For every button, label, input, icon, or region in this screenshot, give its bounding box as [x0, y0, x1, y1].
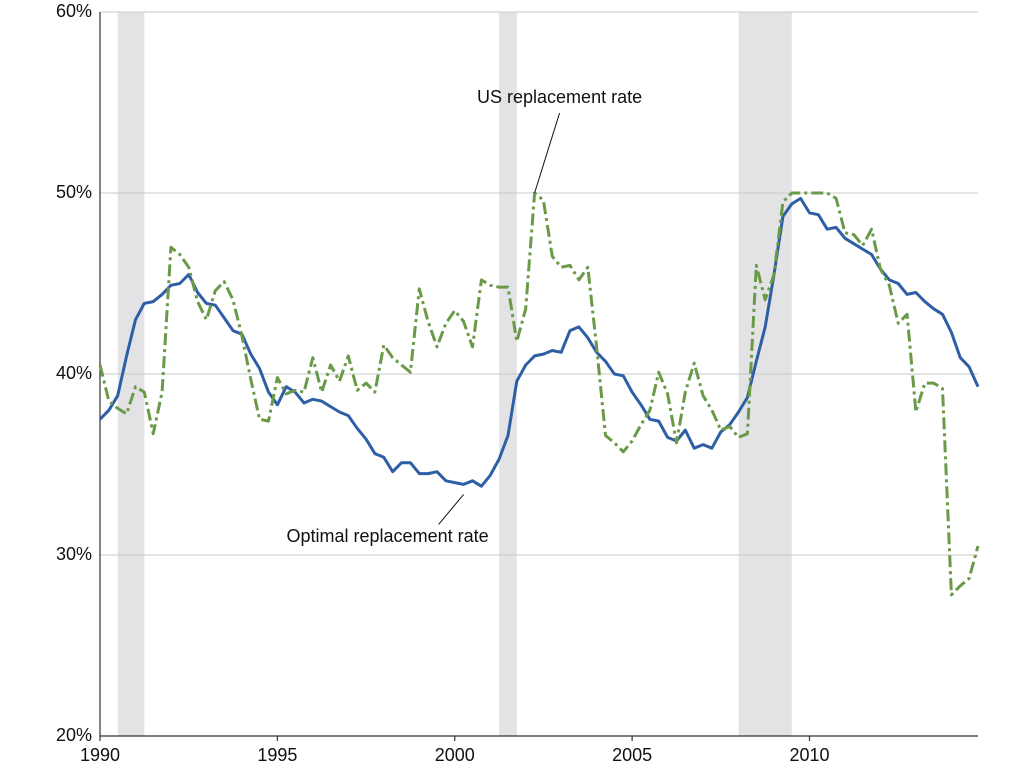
- x-tick-label: 2005: [612, 745, 652, 765]
- y-tick-label: 50%: [56, 182, 92, 202]
- y-tick-label: 40%: [56, 363, 92, 383]
- x-tick-label: 2000: [435, 745, 475, 765]
- x-tick-label: 1995: [257, 745, 297, 765]
- annotation-leader: [438, 494, 465, 525]
- annotation: Optimal replacement rate: [287, 526, 489, 546]
- annotation-leader: [534, 112, 561, 194]
- y-tick-label: 60%: [56, 1, 92, 21]
- annotation: US replacement rate: [477, 87, 642, 107]
- x-tick-label: 1990: [80, 745, 120, 765]
- series-line: [98, 191, 980, 597]
- x-tick-label: 2010: [789, 745, 829, 765]
- series-line: [98, 196, 980, 488]
- y-tick-label: 20%: [56, 725, 92, 745]
- y-tick-label: 30%: [56, 544, 92, 564]
